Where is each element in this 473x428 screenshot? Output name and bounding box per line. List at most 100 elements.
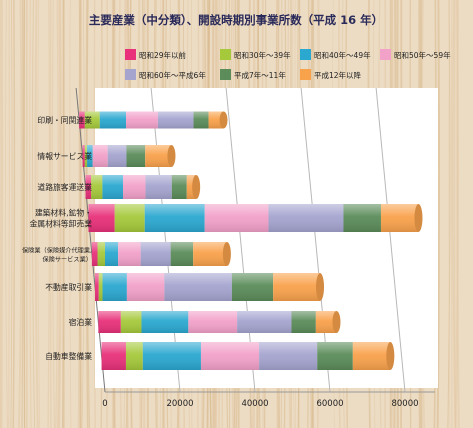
legend-item: 平成7年～11年	[220, 69, 286, 80]
bar-segment	[145, 175, 172, 199]
legend-swatch	[125, 49, 136, 60]
chart-title: 主要産業（中分類）、開設時期別事業所数（平成 16 年）	[89, 13, 383, 27]
legend-swatch	[300, 69, 311, 80]
bar-end-cap	[192, 175, 201, 199]
x-tick-labels: 0 20000 40000 60000 80000	[102, 399, 418, 409]
bar-segment	[164, 273, 232, 301]
grid-line	[225, 87, 256, 393]
bar-segment	[140, 242, 171, 266]
legend: 昭和29年以前 昭和30年～39年 昭和40年～49年 昭和50年～59年昭和60年～…	[125, 49, 451, 80]
bar-segment	[98, 311, 121, 333]
bar-segment	[188, 311, 238, 333]
bar-segment	[84, 111, 100, 129]
x-tick-label: 80000	[391, 399, 418, 409]
bar-segment	[157, 111, 194, 129]
x-tick-label: 40000	[241, 399, 268, 409]
bar-segment	[102, 175, 124, 199]
legend-label: 昭和50年～59年	[394, 50, 451, 60]
bar-segment	[204, 204, 269, 232]
x-tick-label: 0	[102, 399, 107, 409]
legend-swatch	[220, 69, 231, 80]
bar-segment	[99, 111, 127, 129]
bar-segment	[91, 242, 98, 266]
grid-line	[150, 87, 181, 393]
bar-segment	[145, 145, 172, 167]
grid-lines	[75, 87, 435, 393]
bar-segment	[231, 273, 274, 301]
bar-segment	[200, 342, 260, 370]
bar-segment	[88, 204, 115, 232]
bar-segment	[291, 311, 316, 333]
x-tick-label: 60000	[316, 399, 343, 409]
legend-item: 昭和50年～59年	[380, 49, 451, 60]
bar-segment	[107, 145, 127, 167]
grid-line	[375, 87, 406, 393]
bar-segment	[126, 111, 158, 129]
bar-segment	[273, 273, 321, 301]
legend-swatch	[300, 49, 311, 60]
category-label: 保険業（保険媒介代理業,保険サービス業）	[22, 247, 92, 264]
bar-segment	[186, 175, 197, 199]
bar-segment	[343, 204, 381, 232]
bar-segment	[141, 311, 189, 333]
legend-label: 昭和29年以前	[139, 50, 187, 60]
category-label: 印刷・同関連業	[37, 115, 92, 125]
bar-end-cap	[386, 342, 395, 370]
bar-segment	[85, 175, 92, 199]
bar-segment	[380, 204, 419, 232]
legend-label: 平成12年以降	[314, 70, 362, 80]
bar-segment	[144, 204, 205, 232]
bar-segment	[95, 273, 99, 301]
bar-end-cap	[414, 204, 423, 232]
bar-segment	[259, 342, 318, 370]
bar-segment	[352, 342, 391, 370]
bar-segment	[114, 204, 145, 232]
bar-end-cap	[219, 111, 228, 129]
bar-segment	[84, 145, 88, 167]
grid-line	[75, 87, 106, 393]
legend-label: 平成7年～11年	[234, 70, 286, 80]
bar-segment	[315, 311, 337, 333]
bar-segment	[171, 175, 187, 199]
legend-label: 昭和30年～39年	[234, 50, 291, 60]
bar-segment	[126, 145, 146, 167]
bar-segment	[193, 111, 209, 129]
bar-segment	[82, 145, 85, 167]
category-label: 自動車整備業	[45, 351, 92, 361]
bar-segment	[268, 204, 344, 232]
bar-end-cap	[316, 273, 325, 301]
legend-item: 平成12年以降	[300, 69, 362, 80]
legend-item: 昭和29年以前	[125, 49, 187, 60]
bar-segment	[317, 342, 353, 370]
bar-segment	[105, 242, 119, 266]
bar-segment	[126, 273, 165, 301]
category-label: 情報サービス業	[37, 151, 92, 161]
bar-segment	[120, 311, 142, 333]
bar-segment	[97, 242, 106, 266]
bar-segment	[102, 273, 127, 301]
bar-end-cap	[222, 242, 231, 266]
grid-line	[300, 87, 331, 393]
bar-segment	[79, 111, 85, 129]
category-label: 建築材料,鉱物・金属材料等卸売業	[30, 208, 93, 229]
legend-swatch	[220, 49, 231, 60]
legend-item: 昭和60年～平成6年	[125, 69, 206, 80]
legend-item: 昭和30年～39年	[220, 49, 291, 60]
legend-label: 昭和60年～平成6年	[139, 70, 206, 80]
legend-item: 昭和40年～49年	[300, 49, 371, 60]
bar-segment	[101, 342, 126, 370]
bar-segment	[193, 242, 227, 266]
category-label: 不動産取引業	[45, 282, 92, 292]
legend-swatch	[125, 69, 136, 80]
bar-segment	[123, 175, 146, 199]
bar-end-cap	[332, 311, 341, 333]
bar-segment	[118, 242, 141, 266]
bar-segment	[237, 311, 292, 333]
category-labels: 印刷・同関連業情報サービス業道路旅客運送業建築材料,鉱物・金属材料等卸売業保険業…	[22, 115, 92, 361]
bar-segment	[208, 111, 224, 129]
bar-segment	[125, 342, 143, 370]
x-tick-label: 20000	[166, 399, 193, 409]
bar-segment	[98, 273, 103, 301]
bar-segment	[170, 242, 194, 266]
